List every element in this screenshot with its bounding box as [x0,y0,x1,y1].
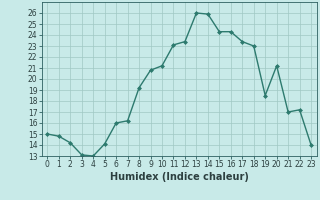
X-axis label: Humidex (Indice chaleur): Humidex (Indice chaleur) [110,172,249,182]
